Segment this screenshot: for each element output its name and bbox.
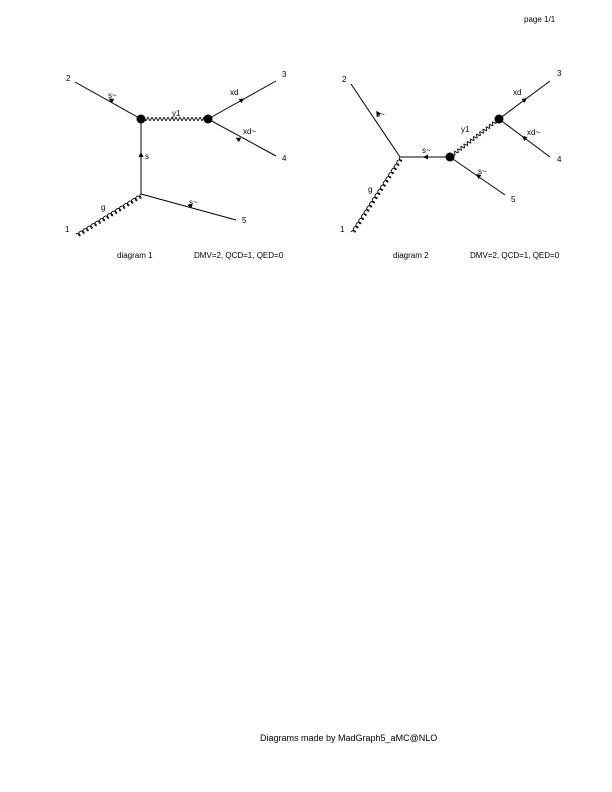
d1-arrow-xd-bar [235, 137, 242, 143]
d1-arrow-s-bar-5 [187, 203, 193, 209]
d2-arrow-s-bar-5 [475, 174, 482, 180]
d1-ext-3: 3 [282, 70, 287, 79]
footer-credit: Diagrams made by MadGraph5_aMC@NLO [260, 733, 438, 743]
d1-caption: diagram 1 [117, 251, 153, 260]
d2-caption: diagram 2 [393, 251, 429, 260]
d1-label-xd: xd [230, 88, 238, 97]
d2-arrow-xd-bar [522, 135, 528, 141]
d2-label-xd-bar: xd~ [527, 128, 540, 137]
d1-ext-4: 4 [282, 154, 287, 163]
page-number: page 1/1 [524, 15, 556, 24]
d2-couplings: DMV=2, QCD=1, QED=0 [470, 251, 560, 260]
d1-label-s-bar-2: s~ [108, 91, 117, 100]
d2-arrow-xd [521, 97, 527, 103]
d1-arrow-xd [238, 98, 245, 104]
d1-arrow-s [138, 152, 144, 157]
d1-line-xd-bar [207, 118, 277, 157]
d2-arrow-s-bar-prop [423, 154, 428, 160]
diagram-2: 1 2 3 4 5 s~ s~ y1 xd xd~ s~ g diagram 2… [340, 69, 562, 260]
d2-ext-2: 2 [342, 75, 347, 84]
d1-ext-1: 1 [65, 225, 70, 234]
d2-propagator-y1 [449, 118, 500, 159]
d2-label-g: g [368, 185, 372, 194]
d2-ext-4: 4 [557, 155, 562, 164]
d1-line-s-bar-2 [74, 81, 142, 120]
d1-label-s-bar-5: s~ [189, 198, 198, 207]
d1-label-xd-bar: xd~ [243, 127, 256, 136]
d1-vertex-1 [136, 114, 146, 124]
d2-label-s-bar-prop: s~ [422, 146, 431, 155]
d1-gluon [75, 193, 142, 237]
d2-arrow-s-bar-2 [376, 110, 382, 117]
d1-arrow-s-bar-2 [108, 98, 115, 104]
d1-vertex-2 [203, 114, 213, 124]
diagram-1: 1 2 3 4 5 s~ y1 xd xd~ s g s~ diagram 1 … [65, 70, 287, 260]
d2-label-xd: xd [513, 88, 521, 97]
d1-label-y1: y1 [172, 109, 181, 118]
d1-ext-2: 2 [66, 74, 71, 83]
d1-propagator-y1 [140, 116, 209, 122]
d2-gluon [350, 156, 403, 233]
d2-ext-3: 3 [557, 69, 562, 78]
d2-vertex-2 [445, 152, 455, 162]
d2-label-s-bar-2: s~ [376, 110, 385, 119]
d2-ext-1: 1 [340, 225, 345, 234]
d1-label-g: g [101, 203, 105, 212]
d2-ext-5: 5 [511, 195, 516, 204]
d1-ext-5: 5 [242, 216, 247, 225]
d1-line-s-bar-5 [140, 193, 237, 221]
d2-line-s-bar-2 [350, 83, 401, 158]
d2-vertex-3 [494, 114, 504, 124]
d2-label-s-bar-5: s~ [478, 167, 487, 176]
d1-couplings: DMV=2, QCD=1, QED=0 [194, 251, 284, 260]
d2-label-y1: y1 [461, 125, 470, 134]
d1-label-s: s [145, 152, 149, 161]
